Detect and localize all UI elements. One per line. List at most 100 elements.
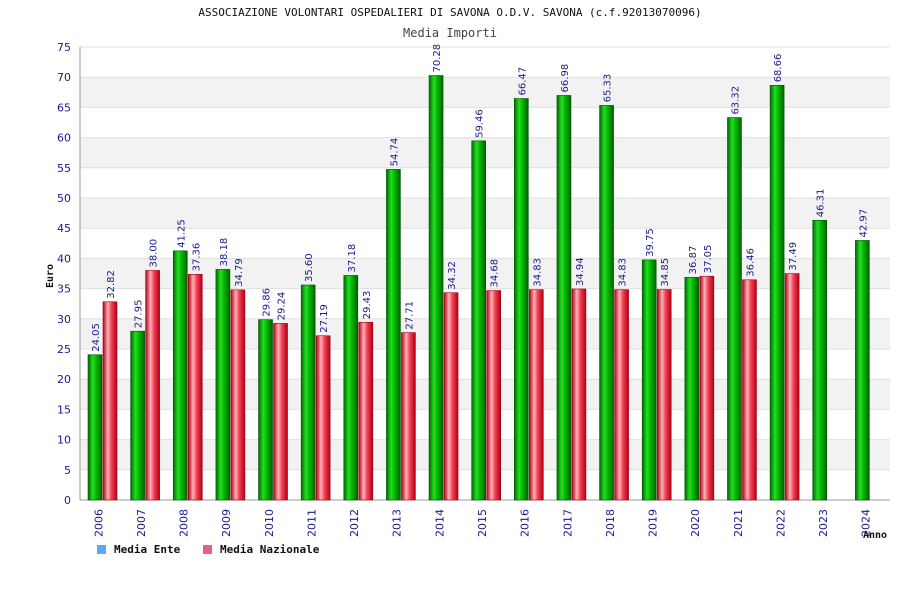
value-label-media-ente: 59.46 [475, 109, 486, 138]
bar-media-ente [87, 354, 103, 501]
x-axis-label: Anno [863, 530, 887, 541]
bar-media-ente [727, 117, 742, 501]
bar-media-nazionale [145, 270, 160, 501]
value-label-media-nazionale: 37.49 [788, 242, 799, 271]
value-label-media-ente: 63.32 [730, 86, 741, 115]
y-axis-ticks: 0 5 10 15 20 25 30 35 40 45 50 55 60 65 70 75 [57, 41, 71, 507]
y-tick-label: 0 [64, 494, 71, 507]
value-label-media-ente: 29.86 [262, 288, 273, 317]
value-label-media-nazionale: 32.82 [106, 270, 117, 299]
value-label-media-ente: 35.60 [304, 253, 315, 282]
value-label-media-ente: 38.18 [219, 238, 230, 267]
legend-swatch-media-ente [97, 545, 106, 554]
value-labels: 24.05 32.82 27.95 38.00 41.25 37.36 38.18 34.79… [91, 44, 869, 352]
x-tick-label: 2007 [135, 509, 148, 537]
bar-media-nazionale [443, 292, 459, 501]
value-label-media-nazionale: 37.05 [703, 245, 714, 274]
y-tick-label: 75 [57, 41, 71, 54]
value-label-media-ente: 54.74 [389, 138, 400, 167]
x-tick-label: 2016 [519, 509, 532, 537]
y-tick-label: 30 [57, 313, 71, 326]
bar-media-ente [215, 269, 231, 501]
value-label-media-nazionale: 34.85 [660, 258, 671, 287]
x-tick-label: 2021 [732, 509, 745, 537]
value-label-media-ente: 66.47 [517, 67, 528, 96]
value-label-media-ente: 68.66 [773, 54, 784, 83]
y-tick-label: 55 [57, 162, 71, 175]
value-label-media-ente: 24.05 [91, 323, 102, 352]
bar-media-nazionale [486, 290, 501, 501]
chart-title: ASSOCIAZIONE VOLONTARI OSPEDALIERI DI SA… [198, 6, 701, 19]
bar-media-nazionale [401, 332, 416, 501]
bar-media-ente [130, 330, 145, 501]
value-label-media-ente: 70.28 [432, 44, 443, 73]
bar-media-nazionale [784, 273, 800, 501]
value-label-media-nazionale: 34.32 [447, 261, 458, 290]
value-label-media-ente: 39.75 [645, 228, 656, 257]
legend: Media Ente Media Nazionale [97, 543, 320, 556]
y-tick-label: 65 [57, 101, 71, 114]
x-axis-ticks: 2006 2007 2008 2009 2010 2011 2012 2013 2014 2015… [92, 509, 872, 537]
y-tick-label: 70 [57, 71, 71, 84]
value-label-media-nazionale: 36.46 [745, 248, 756, 277]
value-label-media-ente: 42.97 [858, 209, 869, 238]
bar-media-nazionale [571, 288, 587, 501]
bar-media-nazionale [187, 274, 203, 501]
bar-media-ente [599, 105, 614, 501]
y-tick-label: 50 [57, 192, 71, 205]
bar-media-nazionale [102, 301, 118, 501]
value-label-media-nazionale: 27.19 [319, 304, 330, 333]
x-tick-label: 2024 [860, 509, 873, 537]
x-tick-label: 2017 [561, 509, 574, 537]
y-tick-label: 45 [57, 222, 71, 235]
bar-media-nazionale [273, 323, 288, 501]
y-tick-label: 15 [57, 403, 71, 416]
value-label-media-nazionale: 34.83 [618, 258, 629, 287]
value-label-media-ente: 41.25 [176, 219, 187, 248]
value-label-media-nazionale: 29.24 [277, 292, 288, 321]
bar-media-ente [258, 319, 273, 501]
legend-label-media-nazionale: Media Nazionale [220, 543, 320, 556]
y-tick-label: 40 [57, 252, 71, 265]
value-label-media-nazionale: 34.79 [234, 258, 245, 287]
x-tick-label: 2019 [647, 509, 660, 537]
bar-media-ente [812, 219, 828, 501]
bar-media-ente [428, 75, 444, 501]
y-tick-label: 20 [57, 373, 71, 386]
grid-band [80, 77, 890, 108]
x-tick-label: 2022 [774, 509, 787, 537]
bar-media-nazionale [742, 279, 757, 501]
x-tick-label: 2023 [817, 509, 830, 537]
x-tick-label: 2009 [220, 509, 233, 537]
y-axis-label: Euro [45, 264, 56, 288]
y-tick-label: 60 [57, 132, 71, 145]
bar-media-nazionale [529, 289, 544, 501]
bar-media-nazionale [358, 321, 374, 501]
bar-media-ente [769, 84, 785, 501]
grid-band [80, 107, 890, 138]
value-label-media-ente: 66.98 [560, 64, 571, 93]
bar-media-ente [300, 284, 316, 501]
value-label-media-nazionale: 27.71 [404, 301, 415, 330]
value-label-media-nazionale: 37.36 [191, 243, 202, 272]
y-tick-label: 10 [57, 434, 71, 447]
bar-media-nazionale [614, 289, 629, 501]
x-tick-label: 2011 [305, 509, 318, 537]
bar-media-nazionale [656, 289, 672, 501]
bar-media-ente [684, 277, 700, 501]
bars [87, 75, 870, 501]
bar-media-ente [471, 140, 486, 501]
y-tick-label: 25 [57, 343, 71, 356]
bar-media-ente [514, 98, 529, 501]
value-label-media-nazionale: 34.94 [575, 257, 586, 286]
value-label-media-ente: 27.95 [134, 300, 145, 329]
value-label-media-nazionale: 29.43 [362, 291, 373, 320]
value-label-media-ente: 65.33 [603, 74, 614, 103]
bar-media-ente [641, 259, 657, 501]
value-label-media-nazionale: 38.00 [149, 239, 160, 268]
bar-media-ente [386, 169, 401, 501]
bar-media-ente [343, 275, 359, 501]
bar-media-nazionale [315, 335, 331, 501]
grid-band [80, 47, 890, 78]
